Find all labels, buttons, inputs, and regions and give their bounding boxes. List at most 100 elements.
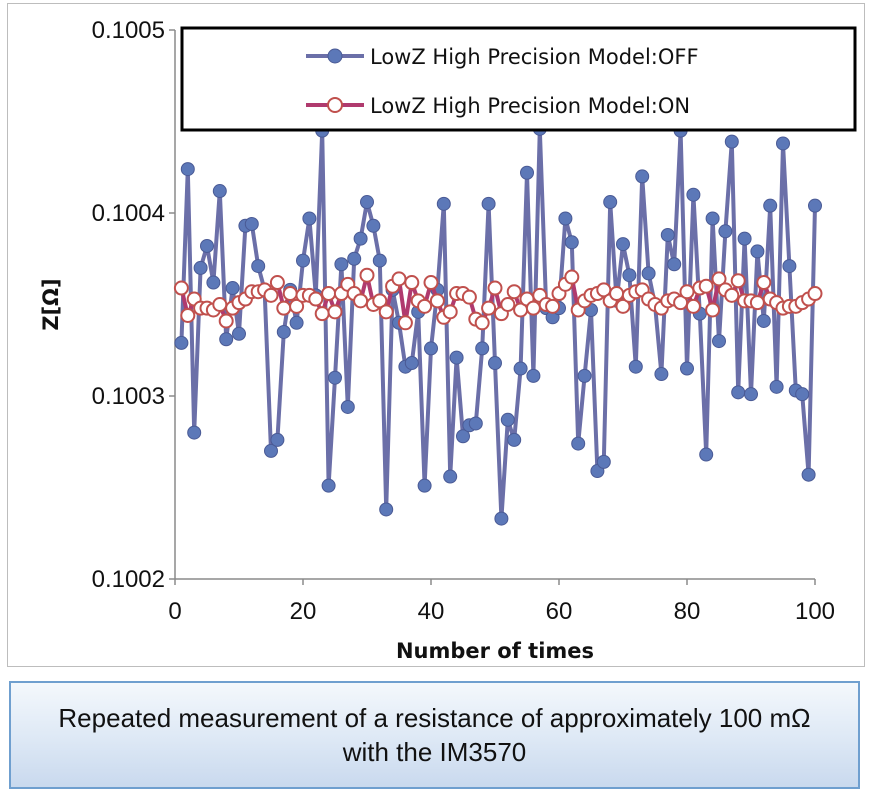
data-point — [187, 425, 202, 440]
series-off — [174, 121, 822, 526]
data-point — [173, 280, 189, 296]
data-point — [276, 300, 292, 316]
data-point — [443, 469, 458, 484]
data-point — [308, 291, 324, 307]
data-point — [776, 136, 790, 151]
data-point — [417, 298, 433, 314]
data-point — [667, 257, 682, 272]
data-point — [628, 359, 643, 374]
data-point — [699, 447, 714, 462]
data-point — [461, 289, 477, 305]
y-tick-label: 0.1003 — [92, 383, 165, 410]
data-point — [577, 368, 592, 383]
data-point — [468, 416, 483, 431]
data-point — [622, 268, 637, 283]
data-point — [378, 304, 394, 320]
data-point — [660, 227, 675, 242]
caption-box: Repeated measurement of a resistance of … — [9, 681, 860, 789]
data-point — [180, 162, 195, 177]
data-point — [750, 244, 765, 259]
data-point — [270, 432, 285, 447]
legend: LowZ High Precision Model:OFF LowZ High P… — [180, 26, 857, 132]
y-tick-label: 0.1005 — [92, 17, 165, 44]
legend-label: LowZ High Precision Model:ON — [370, 94, 690, 118]
y-axis-title: Z[Ω] — [39, 278, 63, 330]
data-point — [564, 269, 580, 285]
data-point — [507, 432, 522, 447]
data-point — [206, 275, 221, 290]
data-point — [705, 211, 720, 226]
data-point — [340, 399, 355, 414]
data-point — [494, 511, 509, 526]
data-point — [616, 237, 630, 252]
data-point — [686, 187, 701, 202]
data-point — [366, 218, 381, 233]
legend-box — [180, 26, 857, 132]
data-point — [289, 315, 304, 330]
data-point — [571, 436, 586, 451]
data-point — [481, 300, 497, 316]
legend-label: LowZ High Precision Model:OFF — [370, 45, 699, 69]
data-point — [500, 412, 515, 427]
data-point — [180, 307, 196, 323]
data-point — [212, 297, 228, 312]
data-point — [404, 356, 419, 371]
data-point — [321, 286, 337, 302]
caption-text: Repeated measurement of a resistance of … — [58, 703, 811, 767]
data-point — [232, 326, 246, 341]
data-point — [263, 287, 279, 303]
data-point — [359, 267, 375, 283]
data-point — [174, 335, 189, 350]
data-point — [801, 467, 816, 482]
data-point — [391, 271, 407, 287]
data-point — [641, 266, 656, 281]
data-point — [328, 370, 342, 385]
data-point — [756, 313, 771, 328]
data-point — [654, 367, 669, 382]
x-tick-label: 20 — [290, 598, 317, 625]
data-point — [679, 284, 695, 300]
data-point — [744, 387, 758, 402]
data-point — [251, 259, 266, 274]
x-tick-label: 60 — [546, 598, 573, 625]
data-point — [635, 169, 650, 184]
data-point — [545, 298, 561, 314]
data-point — [680, 361, 694, 376]
y-tick-label: 0.1004 — [92, 200, 165, 227]
series-line — [179, 126, 817, 521]
data-point — [264, 443, 278, 458]
data-point — [525, 300, 541, 316]
data-point — [763, 198, 778, 213]
data-point — [603, 195, 618, 210]
data-point — [724, 287, 740, 303]
data-point — [749, 295, 765, 311]
x-axis-title: Number of times — [396, 639, 594, 663]
data-point — [276, 324, 291, 339]
data-point — [372, 293, 388, 309]
data-point — [404, 275, 420, 291]
data-point — [372, 253, 387, 268]
data-point — [487, 280, 503, 296]
line-chart: 0.1002 0.1003 0.1004 0.1005 0 20 40 60 80 100 Numb… — [39, 17, 857, 663]
data-point — [513, 361, 528, 376]
data-point — [564, 235, 579, 250]
data-point — [730, 273, 746, 289]
x-tick-label: 100 — [795, 598, 835, 625]
data-point — [327, 304, 343, 320]
data-point — [718, 224, 733, 239]
data-point — [705, 302, 721, 318]
data-point — [711, 271, 727, 287]
data-point — [558, 211, 573, 226]
data-point — [269, 275, 285, 291]
series-on — [173, 267, 823, 331]
data-point — [219, 332, 234, 347]
data-point — [314, 306, 330, 322]
data-point — [615, 298, 631, 314]
data-point — [302, 211, 317, 226]
data-point — [724, 134, 739, 149]
data-point — [321, 478, 336, 493]
data-point — [417, 478, 432, 493]
data-point — [712, 334, 726, 349]
data-point — [756, 275, 772, 291]
data-point — [795, 387, 810, 402]
